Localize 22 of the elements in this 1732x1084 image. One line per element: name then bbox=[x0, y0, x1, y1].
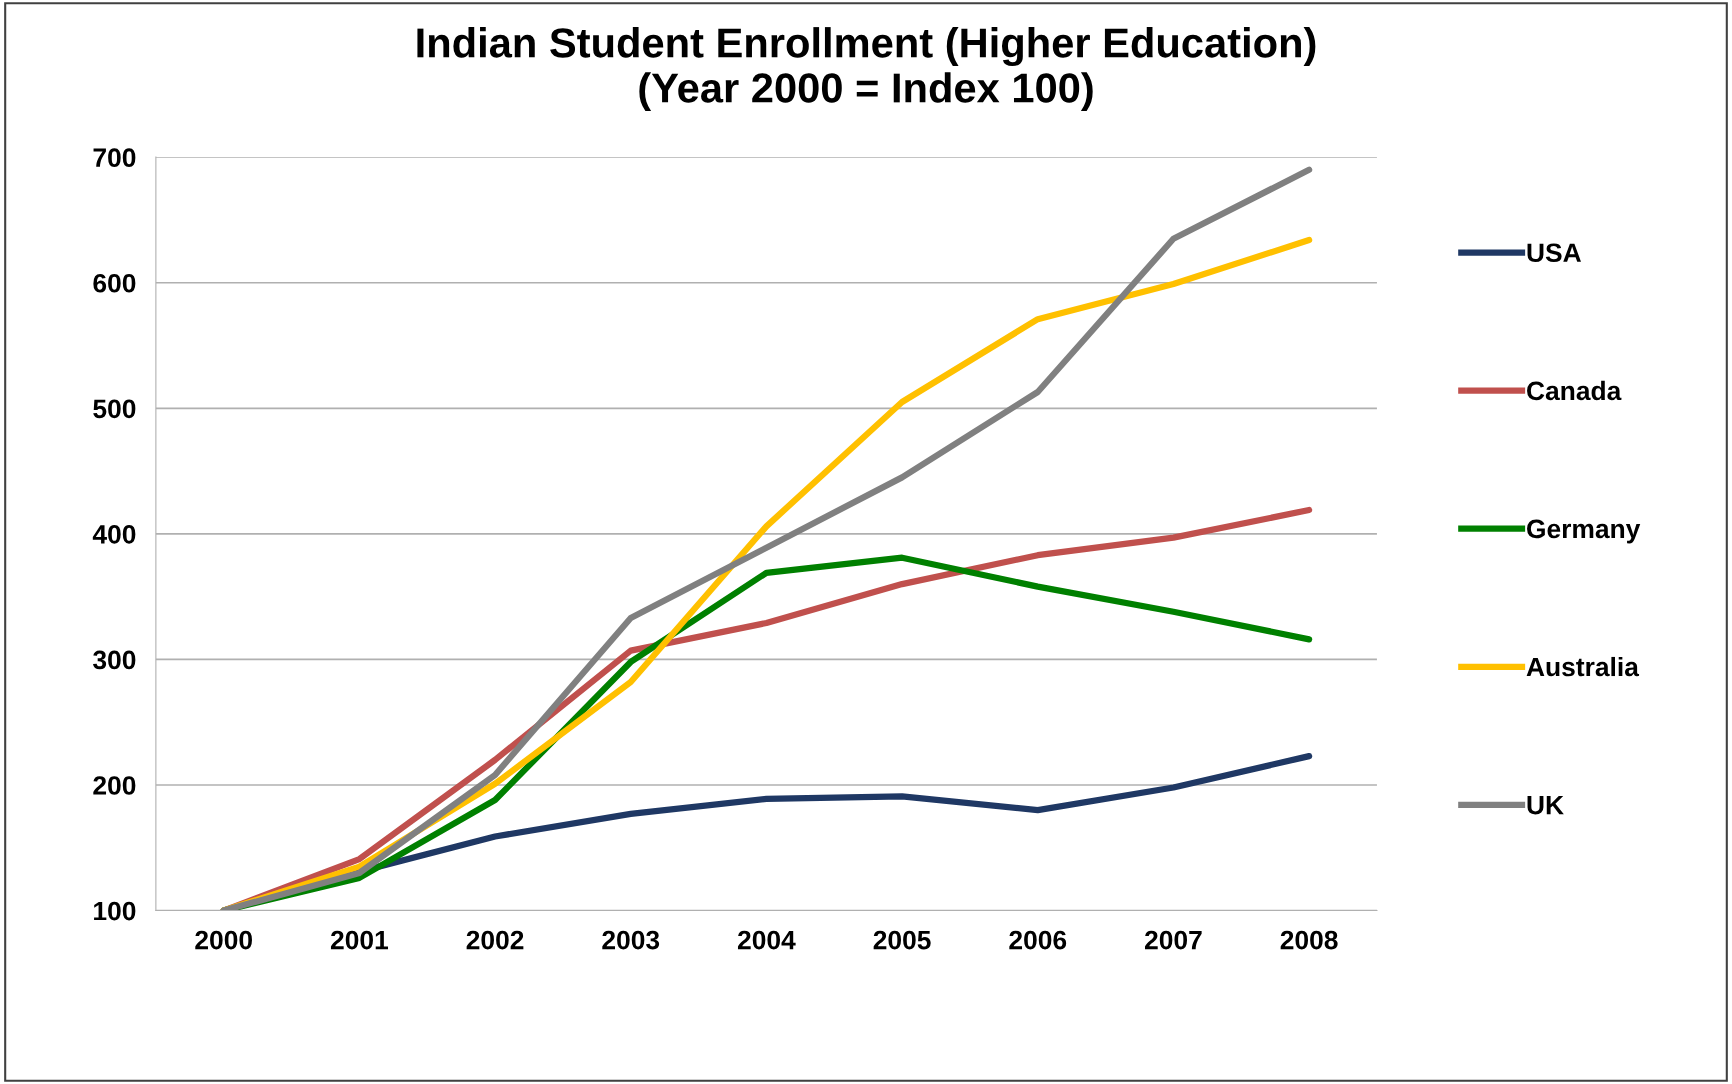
chart-title: Indian Student Enrollment (Higher Education) (Year 2000 = Index 100) bbox=[417, 27, 1316, 111]
y-tick-label: 400 bbox=[92, 525, 136, 544]
y-tick-label: 200 bbox=[93, 776, 136, 795]
legend-label: Australia bbox=[1526, 656, 1640, 677]
y-tick-label: 300 bbox=[93, 650, 136, 670]
x-tick-label: 2007 bbox=[1145, 930, 1202, 950]
x-tick-label: 2004 bbox=[737, 930, 796, 950]
x-tick-label: 2003 bbox=[602, 930, 660, 950]
x-tick-label: 2001 bbox=[330, 930, 389, 950]
y-tick-label: 500 bbox=[93, 399, 136, 419]
x-tick-label: 2006 bbox=[1009, 930, 1067, 950]
legend-label: USA bbox=[1527, 243, 1581, 263]
legend-label: Germany bbox=[1527, 519, 1641, 544]
x-tick-label: 2005 bbox=[873, 930, 931, 950]
y-tick-label: 600 bbox=[93, 273, 136, 293]
x-tick-label: 2002 bbox=[466, 930, 524, 950]
legend-label: UK bbox=[1527, 795, 1564, 815]
x-tick-label: 2008 bbox=[1280, 930, 1338, 950]
x-tick-label: 2000 bbox=[195, 930, 252, 950]
legend-label: Canada bbox=[1527, 380, 1622, 401]
y-tick-label: 700 bbox=[93, 148, 136, 167]
y-tick-label: 100 bbox=[94, 901, 136, 921]
